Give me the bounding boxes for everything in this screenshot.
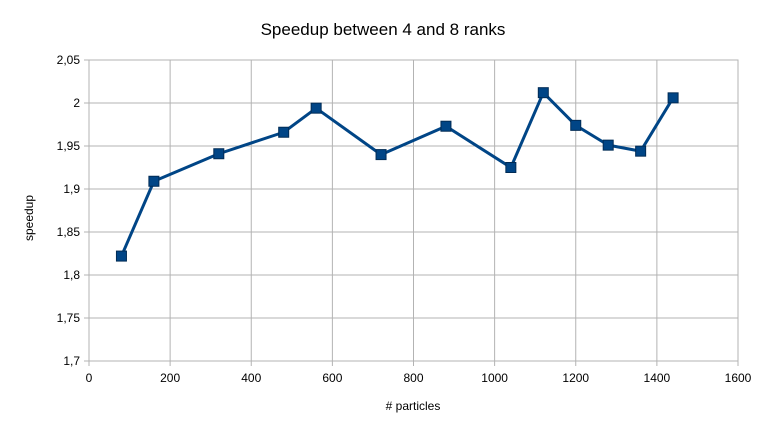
data-point — [375, 149, 387, 161]
y-tick-label: 1,95 — [57, 139, 81, 153]
x-tick-labels: 0 200 400 600 800 1000 1200 1400 1600 — [86, 371, 752, 385]
data-point — [667, 92, 679, 104]
data-point — [148, 175, 160, 187]
y-tick-label: 1,9 — [63, 182, 80, 196]
data-point — [505, 162, 517, 173]
data-series — [115, 87, 679, 262]
x-axis-label: # particles — [386, 399, 441, 413]
y-axis-label: speedup — [22, 195, 36, 241]
data-point — [213, 148, 225, 160]
x-tick-label: 800 — [403, 371, 423, 385]
x-tick-label: 1000 — [481, 371, 508, 385]
y-tick-labels: 1,7 1,75 1,8 1,85 1,9 1,95 2 2,05 — [57, 53, 81, 368]
y-tick-label: 2 — [73, 96, 80, 110]
data-point — [440, 120, 452, 132]
x-tick-label: 600 — [322, 371, 342, 385]
data-point — [635, 145, 647, 157]
data-point — [115, 250, 127, 262]
data-point — [278, 126, 290, 138]
gridlines — [84, 59, 739, 366]
x-tick-label: 1600 — [725, 371, 752, 385]
x-tick-label: 1200 — [562, 371, 589, 385]
x-tick-label: 400 — [241, 371, 261, 385]
plot-frame — [88, 59, 739, 362]
data-point — [602, 139, 614, 151]
y-tick-label: 1,85 — [57, 225, 81, 239]
axes — [88, 59, 739, 362]
chart-title: Speedup between 4 and 8 ranks — [261, 20, 506, 39]
x-tick-label: 1400 — [644, 371, 671, 385]
data-point — [570, 119, 582, 131]
y-tick-label: 1,8 — [63, 268, 80, 282]
y-tick-label: 2,05 — [57, 53, 81, 67]
data-point — [537, 87, 549, 99]
y-tick-label: 1,75 — [57, 311, 81, 325]
x-tick-label: 200 — [160, 371, 180, 385]
y-tick-label: 1,7 — [63, 354, 80, 368]
x-tick-label: 0 — [86, 371, 93, 385]
data-point — [310, 102, 322, 114]
